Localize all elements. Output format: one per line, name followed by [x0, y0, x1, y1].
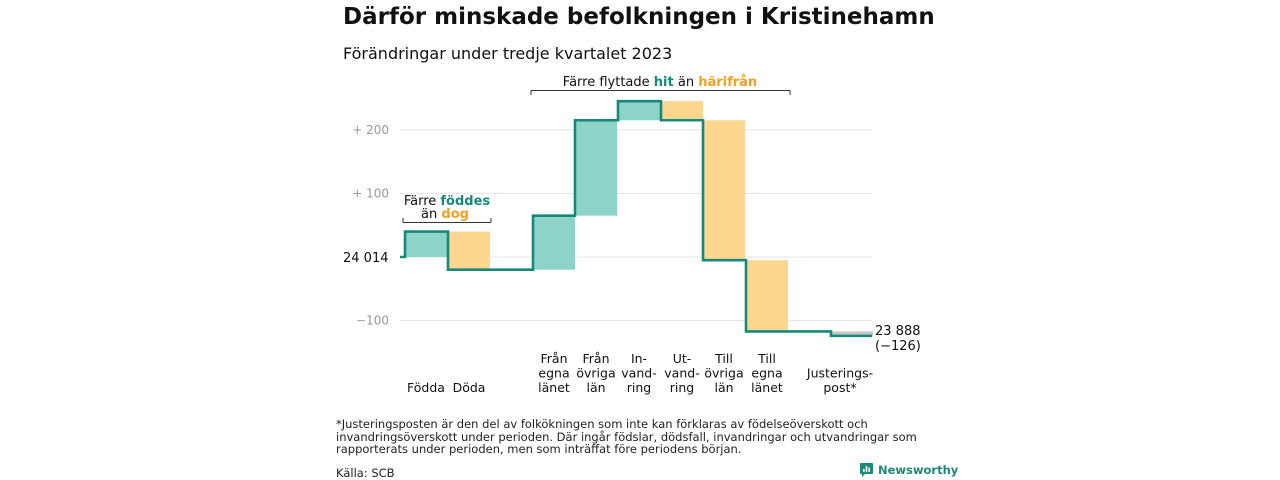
category-label: Till	[714, 351, 733, 366]
chart-subtitle: Förändringar under tredje kvartalet 2023	[343, 44, 673, 63]
category-label: Födda	[407, 380, 445, 395]
y-tick-label: −100	[356, 314, 389, 328]
annotation-highlight: härifrån	[698, 75, 757, 90]
category-label: Ut-	[673, 351, 692, 366]
annotation-highlight: föddes	[440, 194, 490, 209]
source-label: Källa: SCB	[336, 466, 395, 480]
bar-8	[746, 260, 788, 332]
category-label: ring	[670, 380, 694, 395]
category-label: egna	[538, 366, 569, 381]
category-label: Justerings-	[806, 366, 873, 381]
category-label: Till	[757, 351, 776, 366]
category-label: vand-	[621, 366, 656, 381]
category-label: övriga	[576, 366, 615, 381]
annotation-highlight: hit	[654, 75, 674, 90]
end-change-label: (−126)	[875, 339, 921, 354]
category-label: ring	[627, 380, 651, 395]
category-label: länet	[538, 380, 570, 395]
y-tick-label: + 100	[352, 186, 389, 200]
bar-5	[618, 101, 660, 121]
category-label: länet	[751, 380, 783, 395]
category-label: Från	[540, 351, 567, 366]
annotation-births-line1: Färre föddes	[404, 194, 491, 209]
category-label: egna	[751, 366, 782, 381]
annotation-highlight: dog	[441, 207, 469, 222]
bar-9	[831, 331, 873, 336]
category-label: vand-	[664, 366, 699, 381]
bar-7	[703, 120, 745, 261]
annotation-births-line2: än dog	[421, 207, 469, 222]
end-value-label: 23 888	[875, 324, 921, 339]
brand-logo: Newsworthy	[860, 463, 958, 477]
bar-3	[533, 215, 575, 270]
category-label: övriga	[704, 366, 743, 381]
bar-1	[405, 231, 447, 257]
annotation-migration: Färre flyttade hit än härifrån	[563, 75, 757, 90]
category-label: post*	[823, 380, 856, 395]
newsworthy-icon	[860, 463, 873, 477]
category-label: In-	[631, 351, 647, 366]
bar-2	[448, 231, 490, 270]
brand-label: Newsworthy	[878, 463, 959, 477]
chart-title: Därför minskade befolkningen i Kristineh…	[343, 4, 935, 30]
cumulative-line	[400, 99, 872, 338]
bar-6	[661, 101, 703, 121]
category-label: Döda	[453, 380, 486, 395]
y-tick-label: + 200	[352, 123, 389, 137]
category-label: Från	[582, 351, 609, 366]
bar-4	[575, 120, 617, 216]
footnote: *Justeringsposten är den del av folkökni…	[336, 417, 917, 456]
category-label: län	[714, 380, 733, 395]
start-value-label: 24 014	[343, 251, 389, 266]
category-label: län	[586, 380, 605, 395]
